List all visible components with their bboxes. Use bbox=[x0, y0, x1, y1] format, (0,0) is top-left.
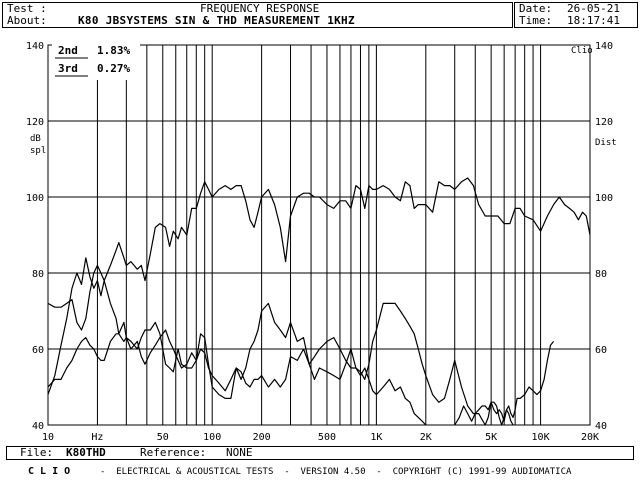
reference-label: Reference: bbox=[140, 446, 207, 459]
date-value: 26-05-21 bbox=[567, 2, 620, 15]
y-tick-label-left: 120 bbox=[26, 117, 44, 128]
x-tick-label: 2K bbox=[420, 432, 432, 443]
legend-box bbox=[52, 44, 140, 80]
y-tick-label-left: 60 bbox=[32, 345, 44, 356]
y-tick-label-right: 100 bbox=[595, 193, 613, 204]
x-tick-label: 20K bbox=[581, 432, 599, 443]
x-tick-label: 50 bbox=[157, 432, 169, 443]
chart-series bbox=[47, 177, 591, 426]
legend-3rd-label: 3rd bbox=[58, 62, 78, 75]
x-tick-label: 500 bbox=[318, 432, 336, 443]
x-tick-label: 1K bbox=[370, 432, 382, 443]
test-label: Test : bbox=[7, 2, 47, 15]
file-label: File: bbox=[20, 446, 54, 459]
chart-title: FREQUENCY RESPONSE bbox=[200, 2, 320, 15]
y-axis-label-left: spl bbox=[30, 146, 46, 156]
chart-tick-labels: 40 40 60 60 80 80 100 100 120 120 140 140 dB spl Dist 1… bbox=[26, 41, 617, 443]
clio-corner-label: Clio bbox=[571, 46, 593, 56]
footer-box bbox=[6, 446, 634, 460]
y-tick-label-left: 40 bbox=[32, 421, 44, 432]
clio-brand: C L I O bbox=[28, 466, 71, 477]
x-tick-label: 100 bbox=[203, 432, 221, 443]
x-tick-label: 200 bbox=[253, 432, 271, 443]
series-line-2 bbox=[47, 264, 486, 426]
time-value: 18:17:41 bbox=[567, 14, 620, 27]
y-tick-label-right: 140 bbox=[595, 41, 613, 52]
file-value: K80THD bbox=[66, 446, 106, 459]
y-tick-label-left: 80 bbox=[32, 269, 44, 280]
y-tick-label-left: 140 bbox=[26, 41, 44, 52]
frequency-response-chart: 40 40 60 60 80 80 100 100 120 120 140 140 dB spl Dist 1… bbox=[26, 41, 617, 443]
credit-text: - ELECTRICAL & ACOUSTICAL TESTS - VERSIO… bbox=[100, 467, 572, 477]
x-tick-label: Hz bbox=[91, 432, 103, 443]
about-text: K80 JBSYSTEMS SIN & THD MEASUREMENT 1KHZ bbox=[78, 14, 355, 27]
about-label: About: bbox=[7, 14, 47, 27]
x-tick-label: 5K bbox=[485, 432, 497, 443]
series-line-1 bbox=[47, 177, 591, 395]
y-axis-label-right: Dist bbox=[595, 138, 617, 148]
header-right-box bbox=[514, 2, 638, 28]
y-tick-label-left: 100 bbox=[26, 193, 44, 204]
series-line-3 bbox=[47, 321, 427, 426]
series-line-5 bbox=[484, 401, 514, 426]
y-tick-label-right: 120 bbox=[595, 117, 613, 128]
legend-3rd-value: 0.27% bbox=[97, 62, 130, 75]
y-tick-label-right: 60 bbox=[595, 345, 607, 356]
header-left-box bbox=[2, 2, 513, 28]
y-tick-label-right: 80 bbox=[595, 269, 607, 280]
y-tick-label-right: 40 bbox=[595, 421, 607, 432]
time-label: Time: bbox=[519, 14, 553, 27]
legend-2nd-label: 2nd bbox=[58, 44, 78, 57]
x-tick-label: 10K bbox=[532, 432, 550, 443]
x-tick-label: 10 bbox=[42, 432, 54, 443]
date-label: Date: bbox=[519, 2, 553, 15]
plot-frame bbox=[47, 44, 591, 426]
y-axis-label-left: dB bbox=[30, 134, 41, 144]
reference-value: NONE bbox=[226, 446, 253, 459]
legend-2nd-value: 1.83% bbox=[97, 44, 130, 57]
